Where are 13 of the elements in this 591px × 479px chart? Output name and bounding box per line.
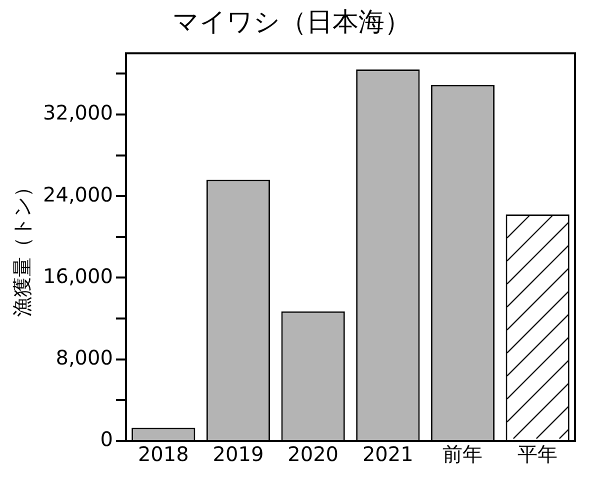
x-tick-label: 2018 [138, 442, 189, 466]
x-tick-label: 前年 [442, 442, 483, 466]
chart-title: マイワシ（日本海） [172, 7, 410, 38]
x-tick-label: 2020 [288, 442, 339, 466]
y-axis-title: 漁獲量（トン） [10, 177, 34, 318]
y-tick-label: 8,000 [56, 346, 113, 370]
y-tick-label: 32,000 [42, 100, 113, 125]
x-tick-label: 平年 [518, 442, 558, 466]
y-tick-label: 0 [100, 427, 113, 452]
y-tick-label: 16,000 [42, 264, 113, 288]
x-tick-label: 2021 [362, 442, 414, 466]
x-tick-label: 2019 [212, 442, 264, 466]
y-tick-label: 24,000 [42, 182, 113, 206]
